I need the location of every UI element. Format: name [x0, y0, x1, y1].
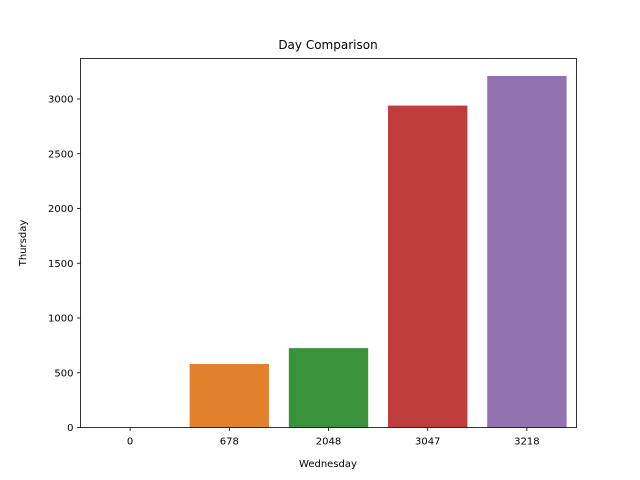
x-axis-label: Wednesday: [299, 459, 357, 470]
chart-title: Day Comparison: [278, 38, 377, 52]
x-tick-label-0: 0: [127, 437, 133, 448]
bar-4: [487, 76, 567, 428]
y-tick-label-4: 2000: [48, 204, 73, 215]
y-tick-label-3: 1500: [48, 259, 73, 270]
bar-2: [288, 348, 369, 428]
y-tick-label-6: 3000: [48, 95, 73, 106]
x-tick-label-3: 3047: [415, 437, 440, 448]
x-tick-label-2: 2048: [316, 437, 341, 448]
x-tick-label-4: 3218: [514, 437, 539, 448]
x-tick-label-1: 678: [220, 437, 239, 448]
y-tick-label-0: 0: [67, 423, 73, 434]
y-tick-label-5: 2500: [48, 149, 73, 160]
bars-group: [189, 76, 567, 428]
bar-1: [189, 363, 269, 428]
bar-3: [388, 105, 468, 428]
y-tick-label-1: 500: [54, 368, 73, 379]
y-tick-label-2: 1000: [48, 314, 73, 325]
x-axis-ticks: 0 678 2048 3047 3218: [127, 427, 540, 448]
y-axis-label: Thursday: [18, 220, 29, 268]
y-axis-ticks: 0 500 1000 1500 2000 2500 3000: [48, 95, 81, 434]
plot-frame: [80, 58, 577, 428]
